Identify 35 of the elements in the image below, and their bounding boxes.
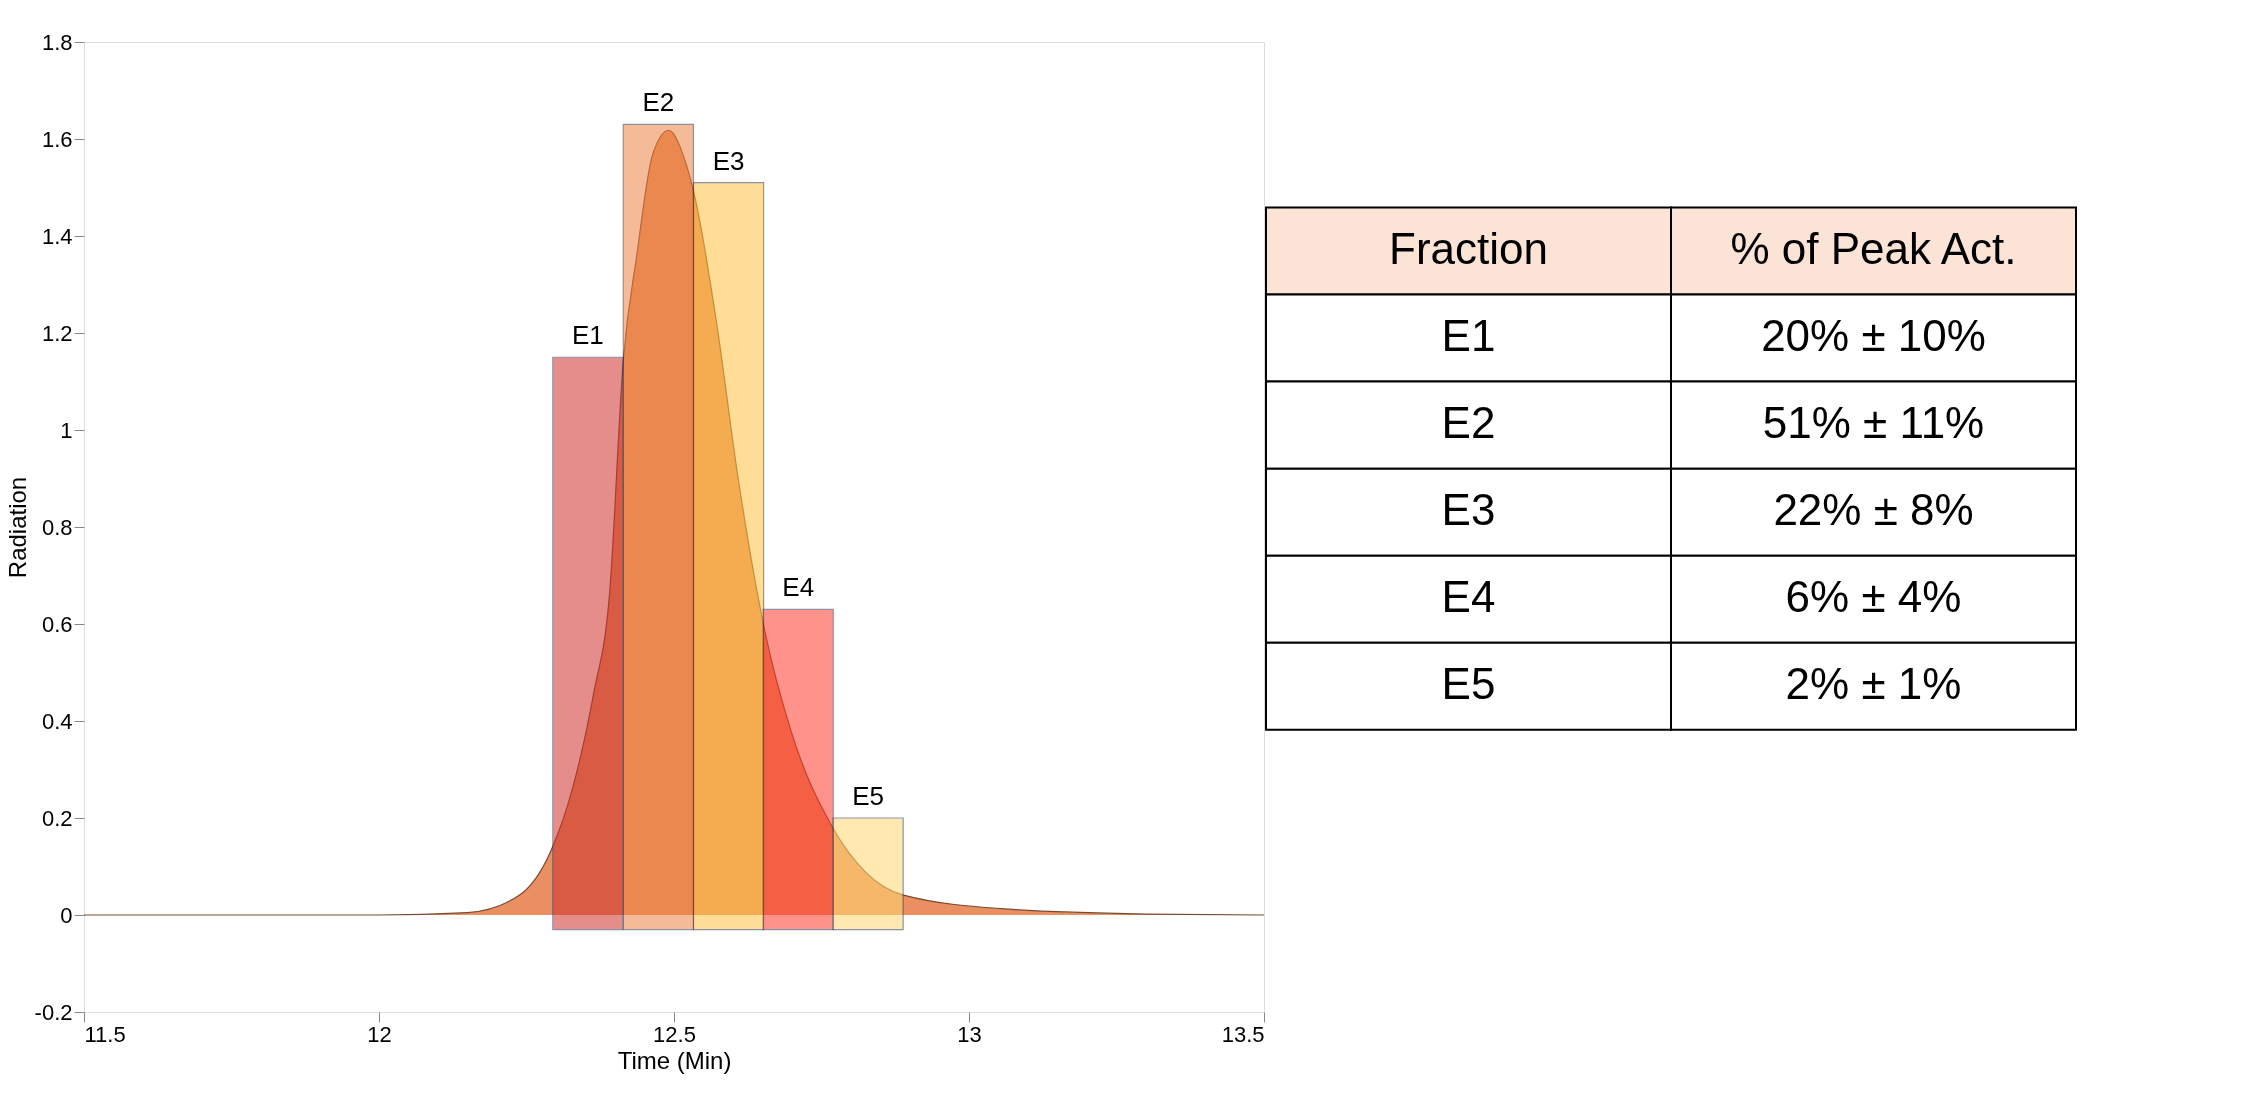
data-label: E4: [782, 572, 815, 603]
data-label: E1: [571, 320, 604, 351]
x-axis-title: Time (Min): [617, 1046, 732, 1074]
y-tick-label: 1.8: [41, 29, 73, 55]
x-tick-label: 13.5: [1221, 1021, 1265, 1047]
text: 20% ± 10%: [1761, 311, 1986, 361]
y-tick-label: 1.2: [41, 320, 73, 346]
y-tick-label: 0: [60, 902, 73, 928]
y-tick-label: 0.8: [41, 514, 73, 540]
x-tick-label: 12: [367, 1021, 392, 1047]
text: 22% ± 8%: [1773, 485, 1974, 535]
y-tick-label: 1.6: [41, 126, 73, 152]
data-label: E2: [642, 87, 675, 118]
y-tick-label: -0.2: [34, 999, 73, 1025]
text: Fraction: [1389, 223, 1548, 273]
text: 51% ± 11%: [1762, 398, 1985, 448]
y-axis-title: Radiation: [3, 476, 31, 579]
text: E1: [1441, 311, 1496, 361]
text: E2: [1441, 398, 1496, 448]
y-tick-label: 0.4: [41, 708, 73, 734]
text: E3: [1441, 485, 1496, 535]
text: % of Peak Act.: [1730, 223, 2017, 273]
text: 2% ± 1%: [1785, 659, 1962, 709]
y-tick-label: 1: [60, 417, 73, 443]
text: E5: [1441, 659, 1496, 709]
text: E4: [1441, 572, 1496, 622]
y-tick-label: 1.4: [41, 223, 73, 249]
text: 6% ± 4%: [1785, 572, 1962, 622]
data-label: E3: [712, 145, 745, 176]
x-tick-label: 13: [957, 1021, 982, 1047]
x-tick-label: 11.5: [84, 1021, 126, 1047]
data-label: E5: [852, 781, 885, 811]
x-tick-label: 12.5: [653, 1021, 696, 1047]
y-tick-label: 0.2: [41, 805, 73, 831]
y-tick-label: 0.6: [41, 611, 73, 637]
